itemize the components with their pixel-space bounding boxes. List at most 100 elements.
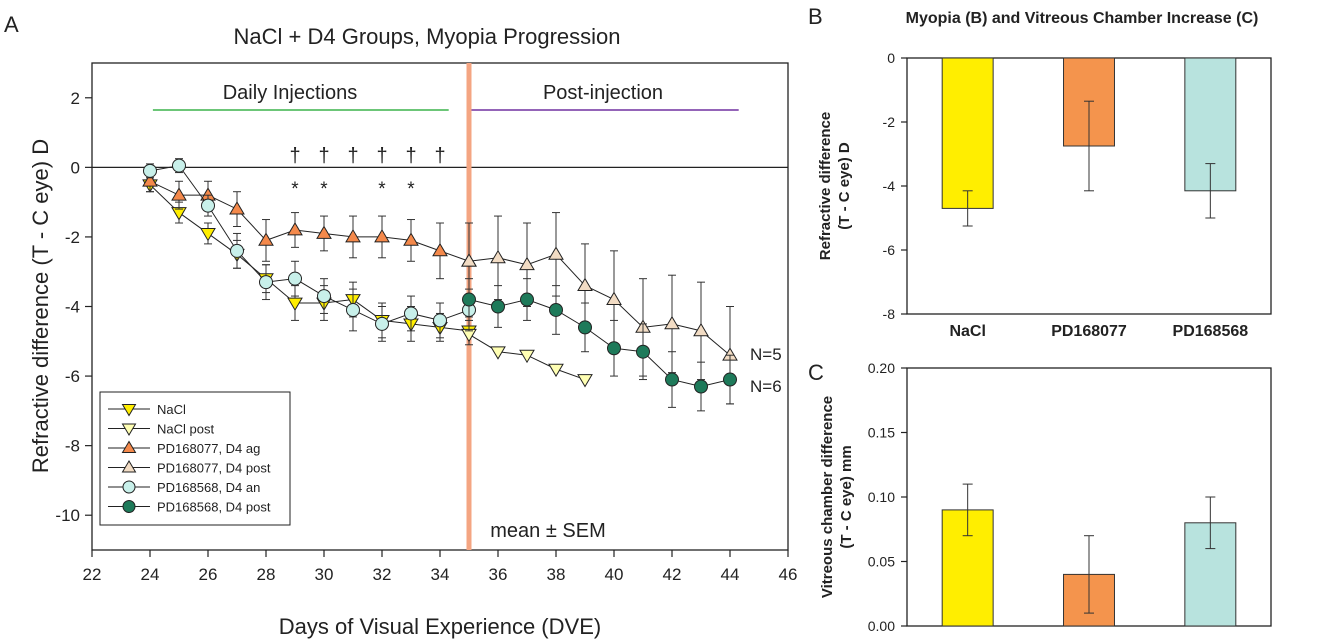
n5-label: N=5 <box>750 345 782 364</box>
data-point <box>549 302 563 317</box>
series-pd168568-d4-post <box>462 278 737 412</box>
bar <box>941 57 994 209</box>
series-line <box>468 253 731 356</box>
data-point <box>519 256 535 271</box>
data-point <box>143 163 157 178</box>
legend-label: PD168568, D4 an <box>157 480 260 495</box>
panel-a-ylabel: Refractive difference (T - C eye) D <box>28 139 53 473</box>
data-point <box>490 346 506 360</box>
data-point <box>723 372 737 387</box>
data-point <box>345 228 361 243</box>
data-point <box>433 313 447 328</box>
panel-b-letter: B <box>808 4 823 29</box>
x-tick-label: 34 <box>431 565 450 584</box>
data-point <box>200 228 216 242</box>
data-point <box>664 315 680 330</box>
n6-label: N=6 <box>750 377 782 396</box>
data-point <box>288 271 302 286</box>
legend-label: NaCl <box>157 402 186 417</box>
legend-marker <box>121 440 137 454</box>
data-point <box>346 302 360 317</box>
y-tick-label: -4 <box>883 178 896 194</box>
data-point <box>172 158 186 173</box>
mean-sem-label: mean ± SEM <box>490 520 605 542</box>
y-tick-label: 0 <box>71 158 80 177</box>
dagger-mark: † <box>347 145 358 167</box>
data-point <box>665 372 679 387</box>
dagger-mark: † <box>405 145 416 167</box>
x-tick-label: 46 <box>779 565 798 584</box>
panel-b-ylabel-1: Refractive difference <box>817 112 834 260</box>
data-point <box>229 201 245 215</box>
data-point <box>636 344 650 359</box>
series-line <box>149 180 470 262</box>
x-tick-label: 24 <box>141 565 160 584</box>
panel-a-title: NaCl + D4 Groups, Myopia Progression <box>234 24 621 49</box>
data-point <box>230 243 244 258</box>
data-point <box>694 379 708 394</box>
data-point <box>693 322 709 337</box>
x-tick-label: 44 <box>721 565 740 584</box>
x-tick-label: 38 <box>547 565 566 584</box>
category-label: PD168568 <box>1173 323 1249 340</box>
x-tick-label: 40 <box>605 565 624 584</box>
y-tick-label: 0.20 <box>868 360 895 376</box>
panel-c-ylabel-1: Vitreous chamber difference <box>819 396 836 598</box>
panel-a-xlabel: Days of Visual Experience (DVE) <box>279 614 601 639</box>
data-point <box>258 232 274 246</box>
data-point <box>490 249 506 264</box>
legend: NaCl NaCl post PD168077, D4 ag PD168077, D4… <box>99 391 291 526</box>
data-point <box>316 225 332 239</box>
category-label: PD168077 <box>1051 323 1127 340</box>
series-nacl-post <box>461 328 593 388</box>
data-point <box>287 221 303 236</box>
legend-marker <box>121 423 137 436</box>
dagger-mark: † <box>376 145 387 167</box>
panel-a-letter: A <box>4 12 19 37</box>
data-point <box>491 299 505 314</box>
series-line <box>149 184 470 332</box>
data-point <box>461 253 477 267</box>
data-point <box>374 228 390 243</box>
data-point <box>375 316 389 331</box>
dagger-mark: † <box>318 145 329 167</box>
data-point <box>606 291 622 305</box>
data-point <box>519 349 535 364</box>
y-tick-label: 0.00 <box>868 618 895 634</box>
series-pd168077-d4-post <box>461 212 738 405</box>
y-tick-label: 0.10 <box>868 489 895 505</box>
data-point <box>578 320 592 335</box>
y-tick-label: -10 <box>55 506 80 525</box>
legend-label: PD168568, D4 post <box>157 500 271 515</box>
data-point <box>171 187 187 201</box>
x-tick-label: 36 <box>489 565 508 584</box>
legend-marker <box>121 403 137 417</box>
dagger-mark: † <box>434 145 445 167</box>
y-tick-label: -4 <box>65 298 80 317</box>
x-tick-label: 22 <box>83 565 102 584</box>
panel-a-axes: 22 24 26 28 30 32 34 36 38 40 42 44 46 2 0 -2 -4 -6 -8 -10 <box>55 89 797 584</box>
data-point <box>607 341 621 356</box>
series-nacl <box>142 177 477 346</box>
panel-b-ylabel-2: (T - C eye) D <box>836 142 853 230</box>
panel-c-letter: C <box>808 360 824 385</box>
asterisk-mark: * <box>320 179 328 200</box>
y-tick-label: -8 <box>883 306 896 322</box>
data-point <box>287 297 303 312</box>
legend-label: PD168077, D4 ag <box>157 441 260 456</box>
series-pd168077-d4-ag <box>142 170 477 301</box>
data-point <box>403 232 419 246</box>
data-point <box>520 292 534 307</box>
y-tick-label: -2 <box>65 228 80 247</box>
data-point <box>142 173 158 187</box>
data-point <box>201 198 215 213</box>
data-point <box>317 289 331 304</box>
post-injection-label: Post-injection <box>543 82 663 104</box>
legend-marker <box>121 460 137 473</box>
series-pd168568-d4-an <box>143 158 476 342</box>
legend-label: PD168077, D4 post <box>157 461 271 476</box>
x-tick-label: 26 <box>199 565 218 584</box>
category-label: NaCl <box>949 323 985 340</box>
y-tick-label: -6 <box>883 242 896 258</box>
